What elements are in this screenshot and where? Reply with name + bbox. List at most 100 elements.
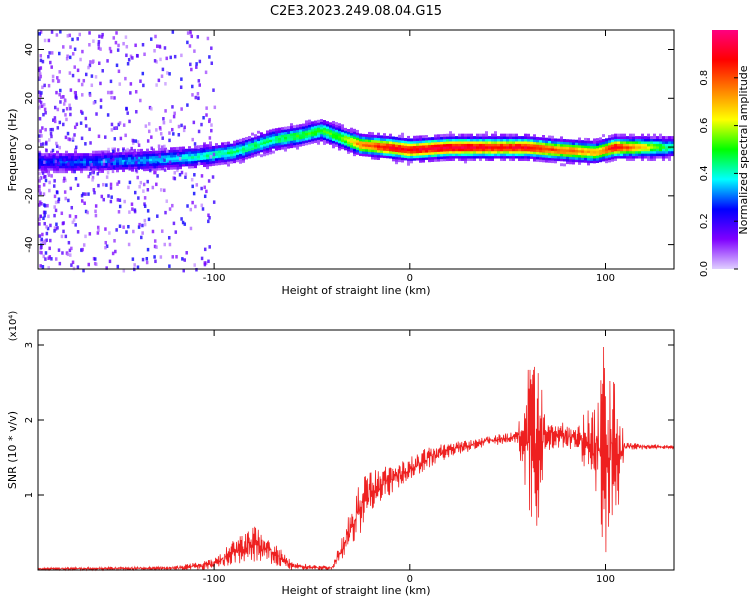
spectrogram-cell [293,142,296,146]
spectrogram-cell [155,160,158,164]
spectrogram-cell [596,140,599,144]
spectrogram-cell [293,134,296,138]
spectrogram-cell [104,160,107,164]
spectrogram-cell [410,148,413,152]
spectrogram-noise-cell [164,109,167,113]
spectrogram-noise-cell [74,176,78,181]
spectrogram-cell [272,145,275,149]
spectrogram-cell [170,147,173,151]
spectrogram-noise-cell [163,158,166,162]
spectrogram-noise-cell [148,105,152,110]
spectrogram-cell [653,153,656,157]
spectrogram-noise-cell [135,155,139,160]
spectrogram-cell [518,155,521,159]
spectrogram-cell [428,159,431,163]
spectrogram-cell [596,147,599,151]
spectrogram-cell [557,143,560,147]
spectrogram-cell [548,137,551,141]
spectrogram-cell [560,143,563,147]
spectrogram-cell [434,153,437,157]
spectrogram-cell [374,134,377,138]
spectrogram-cell [443,141,446,145]
spectrogram-cell [197,147,200,151]
spectrogram-noise-cell [213,105,217,110]
spectrogram-cell [605,145,608,149]
spectrogram-cell [386,143,389,147]
spectrogram-noise-cell [124,161,127,166]
spectrogram-cell [596,160,599,163]
spectrogram-noise-cell [159,255,163,259]
spectrogram-noise-cell [38,184,41,189]
spectrogram-cell [536,139,539,143]
spectrogram-cell [467,133,470,137]
spectrogram-cell [305,139,308,143]
spectrogram-cell [236,159,239,163]
spectrogram-cell [176,159,179,163]
spectrogram-noise-cell [166,71,169,75]
spectrogram-cell [521,136,524,140]
spectrogram-noise-cell [122,268,126,273]
spectrogram-cell [230,158,233,162]
spectrogram-cell [266,130,269,134]
spectrogram-noise-cell [73,90,77,95]
spectrogram-noise-cell [44,178,48,183]
spectrogram-cell [173,154,176,158]
spectrogram-cell [500,143,503,147]
spectrogram-noise-cell [41,142,45,146]
spectrogram-cell [320,123,323,127]
spectrogram-cell [185,156,188,160]
spectrogram-cell [263,133,266,137]
spectrogram-cell [365,148,368,152]
spectrogram-cell [638,143,641,147]
spectrogram-cell [191,150,194,154]
spectrogram-noise-cell [131,56,134,60]
spectrogram-cell [551,155,554,159]
spectrogram-cell [533,153,536,157]
spectrogram-noise-cell [38,134,41,138]
spectrogram-cell [284,143,287,147]
spectrogram-cell [452,145,455,149]
spectrogram-cell [245,141,248,145]
spectrogram-cell [671,150,674,154]
spectrogram-noise-cell [193,173,196,177]
spectrogram-cell [104,152,107,156]
spectrogram-noise-cell [163,242,166,247]
spectrogram-cell [665,140,668,144]
spectrogram-noise-cell [39,214,42,219]
spectrogram-cell [539,146,542,150]
spectrogram-cell [368,131,371,135]
spectrogram-cell [404,145,407,149]
spectrogram-cell [155,155,158,159]
spectrogram-noise-cell [112,149,115,154]
spectrogram-cell [620,138,623,142]
spectrogram-cell [452,133,455,137]
spectrogram-cell [317,132,320,135]
spectrogram-cell [590,157,593,161]
spectrogram-cell [140,161,143,164]
spectrogram-noise-cell [61,251,64,255]
spectrogram-cell [245,149,248,153]
spectrogram-cell [122,161,125,165]
spectrogram-cell [461,153,464,157]
spectrogram-noise-cell [41,59,45,64]
colorbar-label: Normalized spectral amplitude [737,65,750,234]
spectrogram-cell [65,153,68,157]
spectrogram-noise-cell [183,222,187,226]
spectrogram-cell [530,141,533,145]
spectrogram-cell [650,145,653,149]
spectrogram-cell [314,120,317,124]
spectrogram-cell [137,161,140,165]
spectrogram-cell [662,138,665,142]
spectrogram-cell [416,142,419,146]
spectrogram-cell [152,153,155,157]
spectrogram-noise-cell [52,184,56,188]
spectrogram-cell [314,127,317,131]
spectrogram-noise-cell [56,107,60,112]
spectrogram-noise-cell [42,183,46,187]
spectrogram-cell [611,153,614,157]
spectrogram-cell [239,151,242,154]
spectrogram-cell [356,132,359,136]
spectrogram-cell [350,144,353,148]
spectrogram-cell [623,140,626,144]
spectrogram-noise-cell [169,119,172,123]
